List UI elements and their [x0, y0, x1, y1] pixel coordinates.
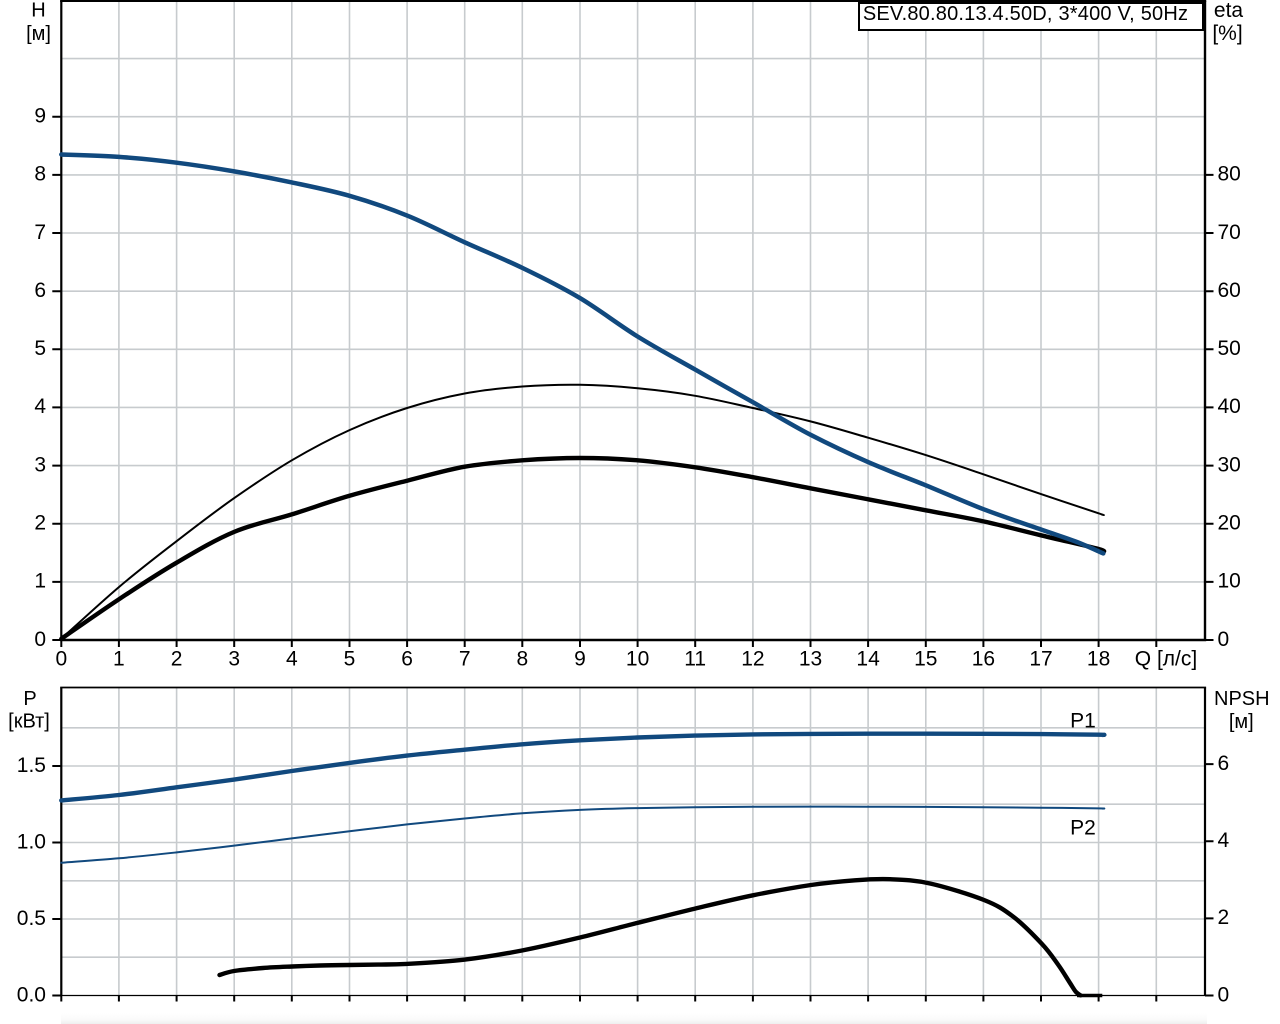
svg-text:5: 5	[344, 647, 356, 670]
svg-text:0: 0	[34, 628, 46, 651]
svg-text:7: 7	[34, 221, 46, 244]
svg-text:5: 5	[34, 337, 46, 360]
svg-text:14: 14	[856, 647, 880, 670]
svg-text:70: 70	[1218, 221, 1241, 244]
svg-text:H: H	[31, 0, 45, 22]
svg-text:8: 8	[516, 647, 528, 670]
svg-text:Q [л/с]: Q [л/с]	[1135, 647, 1197, 670]
svg-text:4: 4	[34, 395, 46, 418]
svg-text:[кВт]: [кВт]	[8, 711, 50, 733]
svg-text:P: P	[23, 688, 36, 710]
svg-text:2: 2	[171, 647, 183, 670]
svg-text:11: 11	[684, 647, 706, 670]
svg-text:9: 9	[574, 647, 586, 670]
svg-text:12: 12	[741, 647, 764, 670]
svg-text:P1: P1	[1070, 710, 1096, 733]
svg-text:4: 4	[286, 647, 298, 670]
svg-text:1: 1	[113, 647, 125, 670]
svg-text:2: 2	[1218, 906, 1230, 929]
svg-text:50: 50	[1218, 337, 1241, 360]
svg-text:0: 0	[1218, 983, 1230, 1006]
svg-text:15: 15	[914, 647, 937, 670]
svg-text:9: 9	[34, 105, 46, 128]
svg-text:17: 17	[1029, 647, 1052, 670]
svg-text:[м]: [м]	[1229, 711, 1254, 733]
svg-text:1: 1	[34, 570, 46, 593]
svg-text:6: 6	[1218, 752, 1230, 775]
svg-text:NPSH: NPSH	[1214, 688, 1270, 710]
svg-text:20: 20	[1218, 512, 1241, 535]
svg-text:10: 10	[1218, 570, 1241, 593]
svg-text:16: 16	[972, 647, 995, 670]
svg-text:1.0: 1.0	[17, 830, 46, 853]
svg-text:0.0: 0.0	[17, 983, 46, 1006]
svg-text:P2: P2	[1070, 817, 1096, 840]
svg-text:6: 6	[401, 647, 413, 670]
svg-text:30: 30	[1218, 453, 1241, 476]
svg-text:18: 18	[1087, 647, 1110, 670]
svg-text:3: 3	[34, 453, 46, 476]
svg-text:13: 13	[799, 647, 822, 670]
svg-text:SEV.80.80.13.4.50D, 3*400 V, 5: SEV.80.80.13.4.50D, 3*400 V, 50Hz	[863, 3, 1188, 25]
svg-text:0: 0	[1218, 628, 1230, 651]
svg-text:[%]: [%]	[1212, 22, 1242, 45]
svg-text:3: 3	[228, 647, 240, 670]
svg-text:8: 8	[34, 163, 46, 186]
svg-text:2: 2	[34, 512, 46, 535]
svg-text:6: 6	[34, 279, 46, 302]
svg-text:1.5: 1.5	[17, 754, 46, 777]
svg-text:0: 0	[55, 647, 67, 670]
svg-text:60: 60	[1218, 279, 1241, 302]
svg-text:40: 40	[1218, 395, 1241, 418]
svg-text:eta: eta	[1214, 0, 1244, 22]
svg-text:10: 10	[626, 647, 649, 670]
svg-text:[м]: [м]	[26, 23, 51, 45]
svg-text:80: 80	[1218, 163, 1241, 186]
svg-text:0.5: 0.5	[17, 907, 46, 930]
svg-text:7: 7	[459, 647, 471, 670]
svg-text:4: 4	[1218, 829, 1230, 852]
